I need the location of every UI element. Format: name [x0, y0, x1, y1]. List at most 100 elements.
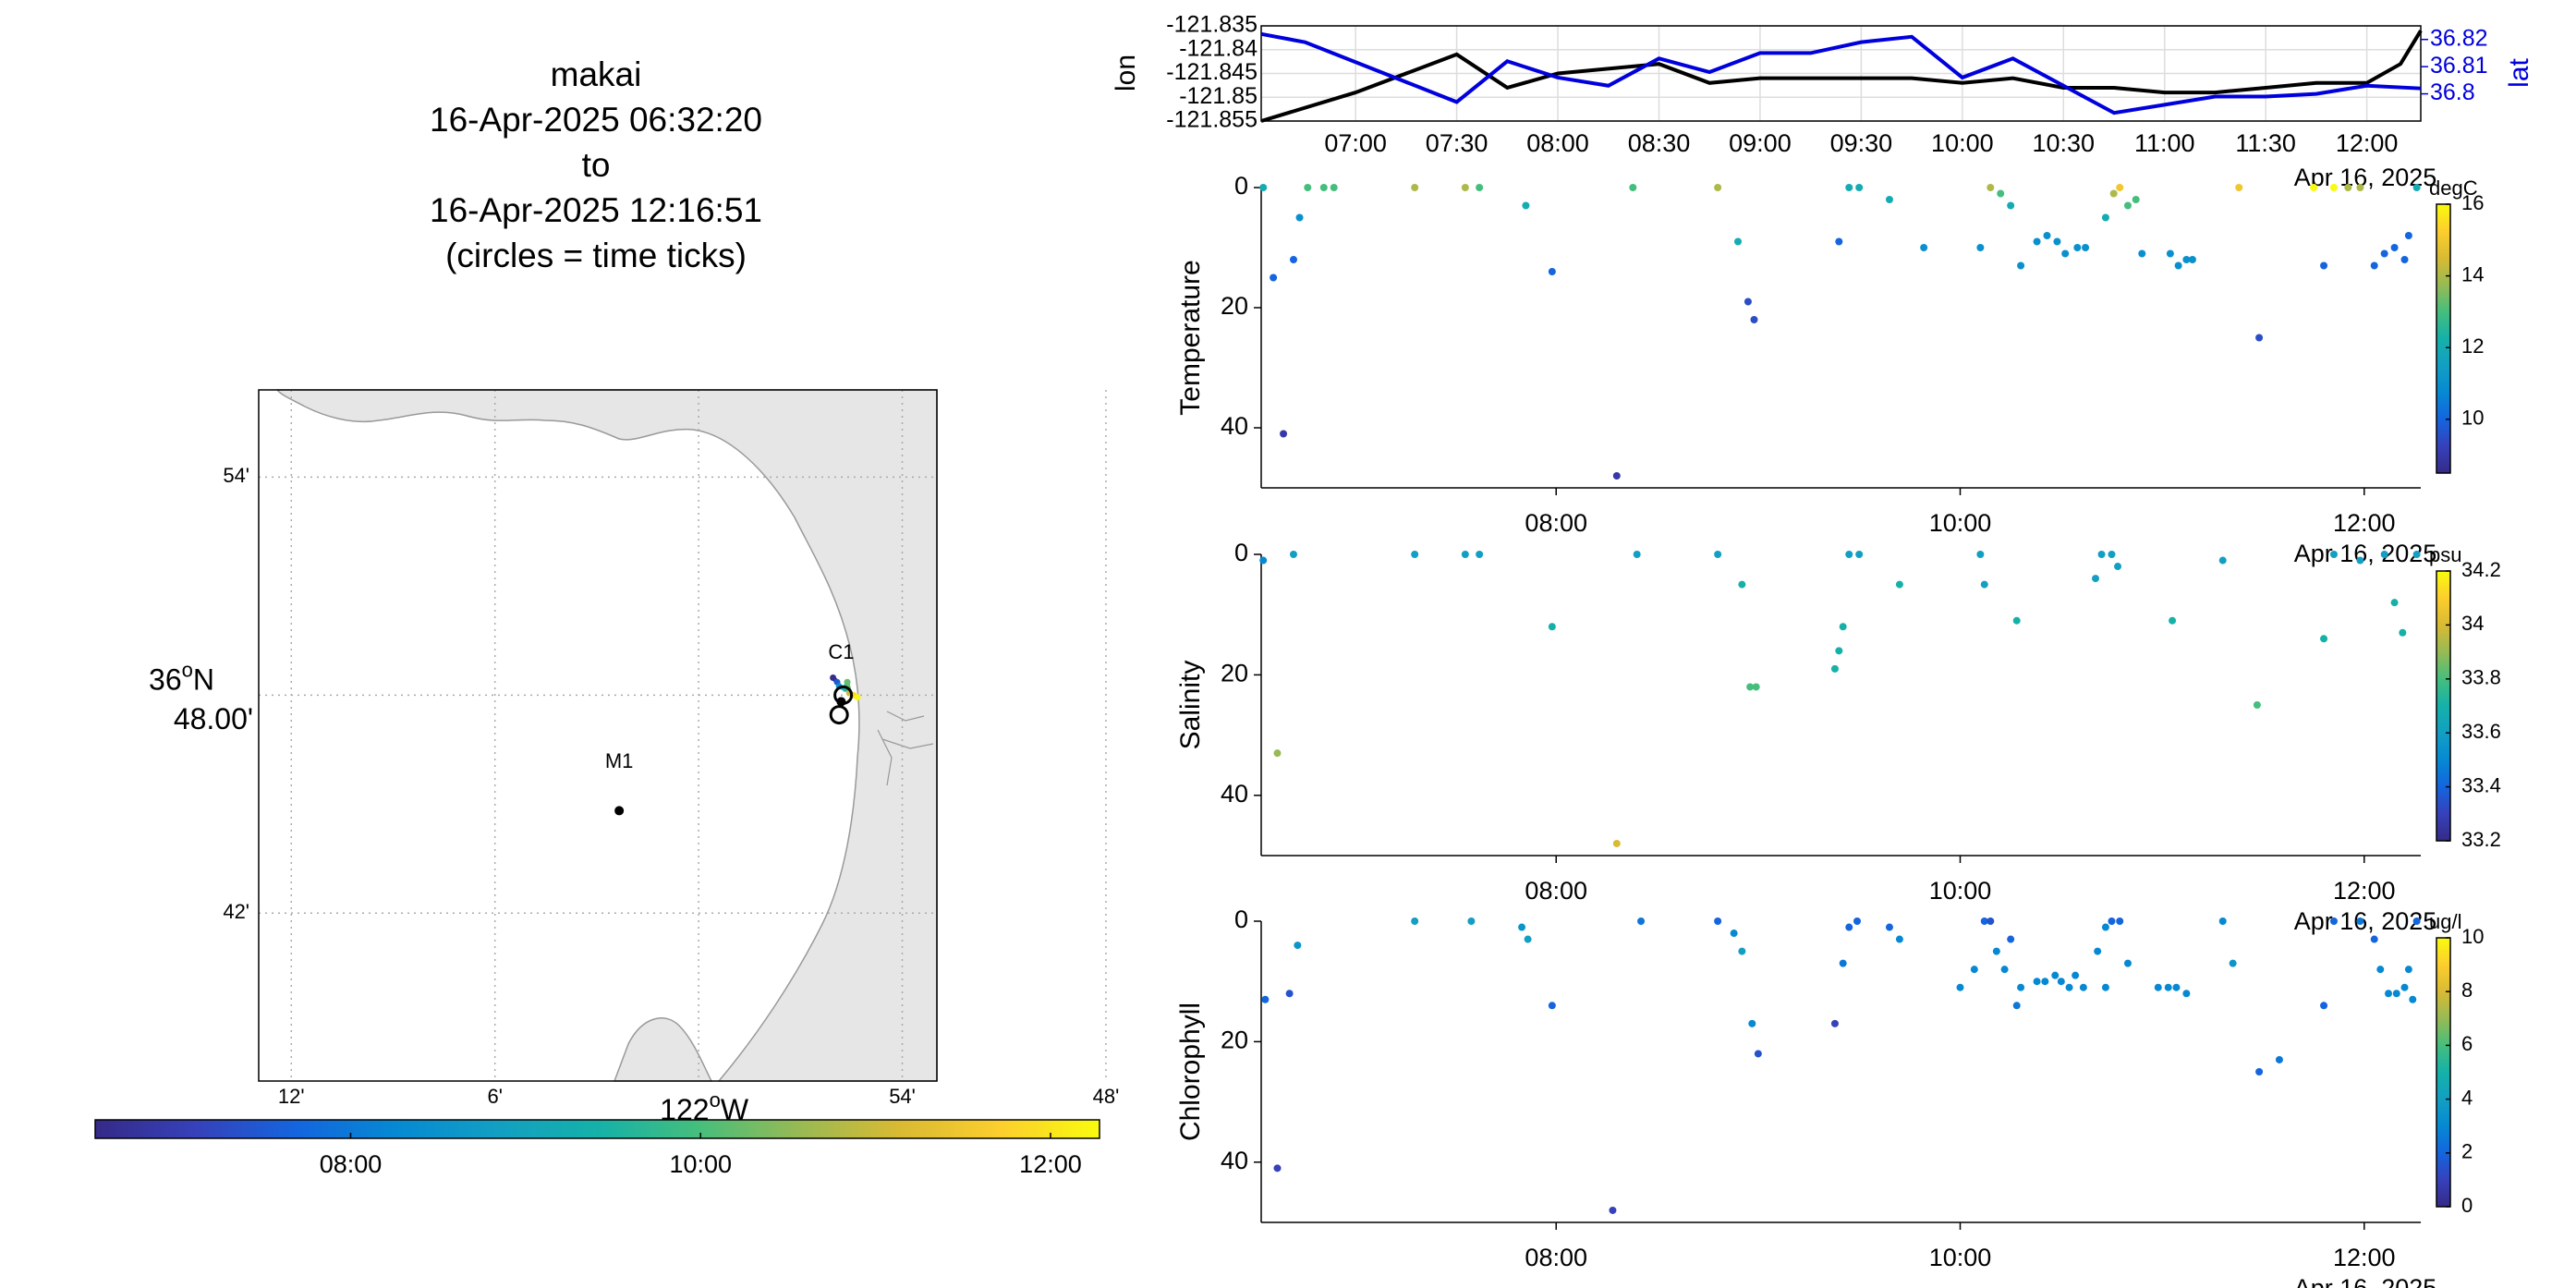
scatter-y-tick-label: 20 — [1221, 660, 1248, 687]
land-area — [275, 389, 938, 1082]
scatter-point — [1733, 237, 1742, 246]
scatter-y-tick-label: 20 — [1221, 292, 1248, 320]
map-lat-center-minutes: 48.00' — [174, 702, 253, 735]
scatter-y-axis-label: Salinity — [1175, 661, 1206, 750]
scatter-point — [2108, 917, 2116, 925]
lat-series-line — [1260, 31, 2422, 115]
scatter-point — [2356, 184, 2364, 191]
scatter-point — [1738, 580, 1746, 589]
scatter-colorbar — [2436, 203, 2451, 474]
scatter-y-tick-label: 0 — [1234, 905, 1248, 933]
scatter-point — [2400, 256, 2409, 263]
scatter-point — [2007, 201, 2015, 210]
scatter-x-tick-label: 10:00 — [1929, 1244, 1992, 1271]
lon-tick-label: -121.845 — [1166, 59, 1258, 85]
scatter-point — [2043, 232, 2051, 239]
scatter-point — [2166, 249, 2174, 258]
track-point — [854, 694, 861, 701]
colorbar-tick-label: 6 — [2461, 1032, 2473, 1055]
scatter-point — [2041, 978, 2049, 986]
scatter-point — [1738, 947, 1746, 955]
scatter-point — [1980, 917, 1988, 925]
scatter-point — [1411, 551, 1419, 558]
scatter-point — [2061, 249, 2070, 258]
title-note: (circles = time ticks) — [445, 237, 747, 274]
colorbar-tick-label: 34 — [2461, 612, 2484, 635]
track-point — [844, 678, 851, 686]
scatter-point — [1289, 256, 1297, 263]
scatter-point — [2123, 201, 2132, 210]
scatter-x-date-label: Apr 16, 2025 — [2294, 1274, 2437, 1288]
scatter-point — [2154, 983, 2162, 991]
scatter-point — [2072, 971, 2080, 979]
colorbar-tick-label: 33.6 — [2461, 720, 2501, 743]
time-tick-circle — [829, 705, 849, 725]
scatter-point — [1853, 917, 1861, 925]
map-lat-degrees: 36 — [149, 663, 182, 697]
map-lon-tick: 12' — [278, 1085, 305, 1108]
scatter-point — [2101, 213, 2109, 222]
station-marker — [614, 806, 625, 816]
lonlat-x-tick-label: 08:30 — [1628, 129, 1691, 157]
scatter-point — [2065, 983, 2073, 991]
lonlat-frame — [1260, 25, 2422, 122]
scatter-point — [1956, 983, 1964, 991]
scatter-point — [2012, 616, 2021, 625]
scatter-point — [2108, 551, 2116, 558]
scatter-point — [2392, 990, 2400, 998]
colorbar-tick-label: 10 — [2461, 407, 2484, 430]
scatter-x-tick-label: 08:00 — [1525, 509, 1587, 537]
lat-axis-label: lat — [2504, 57, 2534, 87]
map-lon-degree-sign: o — [710, 1088, 721, 1112]
scatter-point — [2380, 551, 2388, 558]
scatter-point — [1522, 201, 1530, 210]
lonlat-x-date-label: Apr 16, 2025 — [2294, 164, 2437, 191]
scatter-point — [1885, 923, 1893, 931]
river-lines — [877, 711, 934, 786]
colorbar-tick-label: 10 — [2461, 925, 2484, 948]
scatter-colorbar — [2436, 937, 2451, 1208]
scatter-point — [2101, 983, 2109, 991]
scatter-point — [1748, 1019, 1756, 1027]
scatter-point — [1612, 472, 1621, 480]
map-lon-tick: 48' — [1093, 1085, 1120, 1108]
scatter-point — [1714, 917, 1722, 925]
station-label: C1 — [828, 640, 854, 663]
lon-axis-label: lon — [1111, 55, 1141, 91]
scatter-point — [2169, 616, 2177, 625]
scatter-x-tick-label: 08:00 — [1525, 877, 1587, 905]
scatter-point — [2017, 983, 2025, 991]
scatter-point — [2255, 1068, 2264, 1075]
lat-tick-label: 36.8 — [2430, 79, 2475, 105]
scatter-x-tick-label: 08:00 — [1525, 1244, 1587, 1271]
scatter-point — [2218, 917, 2227, 925]
title-start-time: 16-Apr-2025 06:32:20 — [430, 101, 762, 139]
scatter-point — [1920, 244, 1928, 251]
colorbar-tick-label: 33.8 — [2461, 666, 2501, 689]
colorbar-tick-label: 2 — [2461, 1140, 2473, 1163]
colorbar-tick-label: 14 — [2461, 262, 2484, 286]
scatter-point — [1261, 995, 1270, 1003]
scatter-point — [2091, 575, 2099, 583]
title-to: to — [581, 146, 611, 184]
lat-tick-label: 36.81 — [2430, 53, 2488, 79]
lonlat-panel: -121.835-121.84-121.845-121.85-121.855 36… — [1111, 12, 2534, 192]
scatter-y-tick-label: 0 — [1234, 172, 1248, 200]
scatter-point — [1970, 966, 1978, 974]
colorbar-tick-label: 8 — [2461, 978, 2473, 1002]
scatter-colorbar — [2436, 570, 2451, 842]
scatter-point — [1548, 623, 1556, 631]
lonlat-x-tick-label: 09:30 — [1830, 129, 1893, 157]
scatter-point — [1319, 184, 1328, 191]
scatter-point — [1270, 273, 1278, 282]
scatter-point — [2114, 563, 2122, 571]
scatter-point — [2329, 551, 2338, 558]
scatter-point — [1752, 683, 1760, 691]
colorbar-tick-label: 33.4 — [2461, 773, 2501, 796]
colorbar-unit-label: degC — [2429, 176, 2478, 200]
scatter-point — [1518, 923, 1526, 931]
scatter-point — [1633, 551, 1641, 558]
scatter-panel-temperature: 0 20 40 08:00 10:00 12:00 Apr 16, 2025 Temperat… — [1175, 172, 2485, 567]
station-label: M1 — [605, 749, 634, 772]
